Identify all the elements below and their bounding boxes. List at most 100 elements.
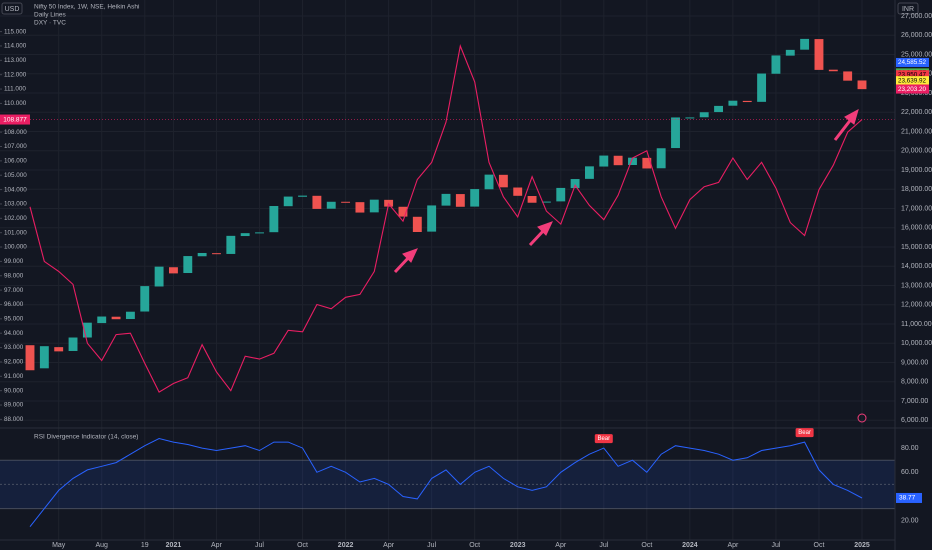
x-tick-label: Apr xyxy=(555,542,567,549)
candle xyxy=(642,157,652,169)
candle xyxy=(771,55,781,74)
y-tick-label: 25,000.00 xyxy=(901,51,932,58)
arrow-head xyxy=(402,248,418,263)
x-tick-label: 2025 xyxy=(854,542,870,549)
rsi-tick-label: 80.00 xyxy=(901,445,919,452)
y2-tick-label: 106.000 xyxy=(4,158,27,165)
y-tick-label: 19,000.00 xyxy=(901,167,932,174)
candle xyxy=(699,112,709,118)
y2-tick-label: 105.000 xyxy=(4,172,27,179)
price-label: 23,950.47 xyxy=(898,71,927,78)
x-tick-label: Apr xyxy=(727,542,739,549)
candle xyxy=(455,194,465,207)
candle xyxy=(39,346,49,369)
candle xyxy=(814,39,824,70)
candle xyxy=(269,206,279,233)
annotation-arrows xyxy=(393,108,859,274)
y-tick-label: 6,000.00 xyxy=(901,417,928,424)
grid-layer xyxy=(0,0,895,540)
y2-tick-label: 98.000 xyxy=(4,272,24,279)
candle xyxy=(97,316,107,324)
y2-tick-label: 110.000 xyxy=(4,100,27,107)
price-label: 24,585.52 xyxy=(898,59,927,66)
candle xyxy=(742,100,752,103)
icon[interactable] xyxy=(857,413,867,423)
bear-label: Bear xyxy=(798,430,811,436)
y2-tick-label: 88.000 xyxy=(4,416,24,423)
bear-badge xyxy=(795,428,814,438)
candle xyxy=(570,179,580,189)
candle xyxy=(498,174,508,188)
arrow-head xyxy=(537,221,553,236)
y2-tick-label: 114.000 xyxy=(4,43,27,50)
candle xyxy=(125,311,135,320)
legend-entry: DXY · TVC xyxy=(34,20,66,27)
y2-tick-label: 108.000 xyxy=(4,129,27,136)
arrow-head xyxy=(844,108,859,125)
x-tick-label: 2022 xyxy=(338,542,354,549)
candle xyxy=(671,117,680,149)
candle xyxy=(25,345,35,371)
y-tick-label: 21,000.00 xyxy=(901,128,932,135)
y2-tick-label: 107.000 xyxy=(4,143,27,150)
y2-tick-label: 95.000 xyxy=(4,316,24,323)
x-tick-label: Aug xyxy=(95,542,108,549)
candle xyxy=(226,235,236,254)
candle xyxy=(212,253,221,255)
y-tick-label: 8,000.00 xyxy=(901,379,928,386)
candle xyxy=(541,201,551,203)
y2-tick-label: 115.000 xyxy=(4,28,27,35)
candle xyxy=(355,202,365,213)
candle xyxy=(412,216,422,233)
last-value-label: 108.877 xyxy=(3,116,27,123)
x-tick-label: Jul xyxy=(427,542,436,549)
candle xyxy=(656,148,666,169)
y-tick-label: 14,000.00 xyxy=(901,263,932,270)
x-tick-label: Oct xyxy=(814,542,825,549)
candle xyxy=(470,189,480,207)
last-value-badge xyxy=(0,114,30,125)
y2-tick-label: 97.000 xyxy=(4,287,24,294)
unit-button[interactable] xyxy=(897,2,919,15)
candle xyxy=(283,196,293,207)
y2-tick-label: 99.000 xyxy=(4,258,24,265)
y2-tick-label: 89.000 xyxy=(4,402,24,409)
rsi-line xyxy=(29,437,863,528)
candle xyxy=(843,71,853,81)
candle xyxy=(312,195,322,209)
unit-button[interactable] xyxy=(1,2,23,15)
candle xyxy=(68,337,78,351)
candle xyxy=(556,187,566,202)
x-tick-label: Oct xyxy=(297,542,308,549)
y-tick-label: 27,000.00 xyxy=(901,13,932,20)
candle xyxy=(828,69,838,72)
y-tick-label: 18,000.00 xyxy=(901,186,932,193)
left-unit[interactable]: USD xyxy=(5,6,20,13)
rsi-last-label: 38.77 xyxy=(899,495,916,502)
y-tick-label: 20,000.00 xyxy=(901,148,932,155)
y-tick-label: 13,000.00 xyxy=(901,282,932,289)
x-tick-label: 19 xyxy=(141,542,149,549)
y2-tick-label: 111.000 xyxy=(4,86,26,93)
candle xyxy=(585,166,594,179)
y2-tick-label: 104.000 xyxy=(4,186,27,193)
candle xyxy=(527,195,537,203)
y2-tick-label: 102.000 xyxy=(4,215,27,222)
candle xyxy=(513,187,523,196)
y2-tick-label: 112.000 xyxy=(4,71,27,78)
candle xyxy=(82,322,92,338)
rsi-title: RSI Divergence Indicator (14, close) xyxy=(34,434,138,441)
x-tick-label: Oct xyxy=(469,542,480,549)
candle xyxy=(800,38,810,50)
y-tick-label: 26,000.00 xyxy=(901,32,932,39)
y2-tick-label: 94.000 xyxy=(4,330,24,337)
right-unit[interactable]: INR xyxy=(902,6,914,13)
candle xyxy=(369,199,379,213)
candle xyxy=(169,267,178,274)
y2-tick-label: 90.000 xyxy=(4,387,24,394)
candle xyxy=(613,155,623,166)
candle xyxy=(785,49,795,56)
candle xyxy=(628,157,637,166)
candle xyxy=(685,117,695,119)
x-tick-label: 2023 xyxy=(510,542,526,549)
